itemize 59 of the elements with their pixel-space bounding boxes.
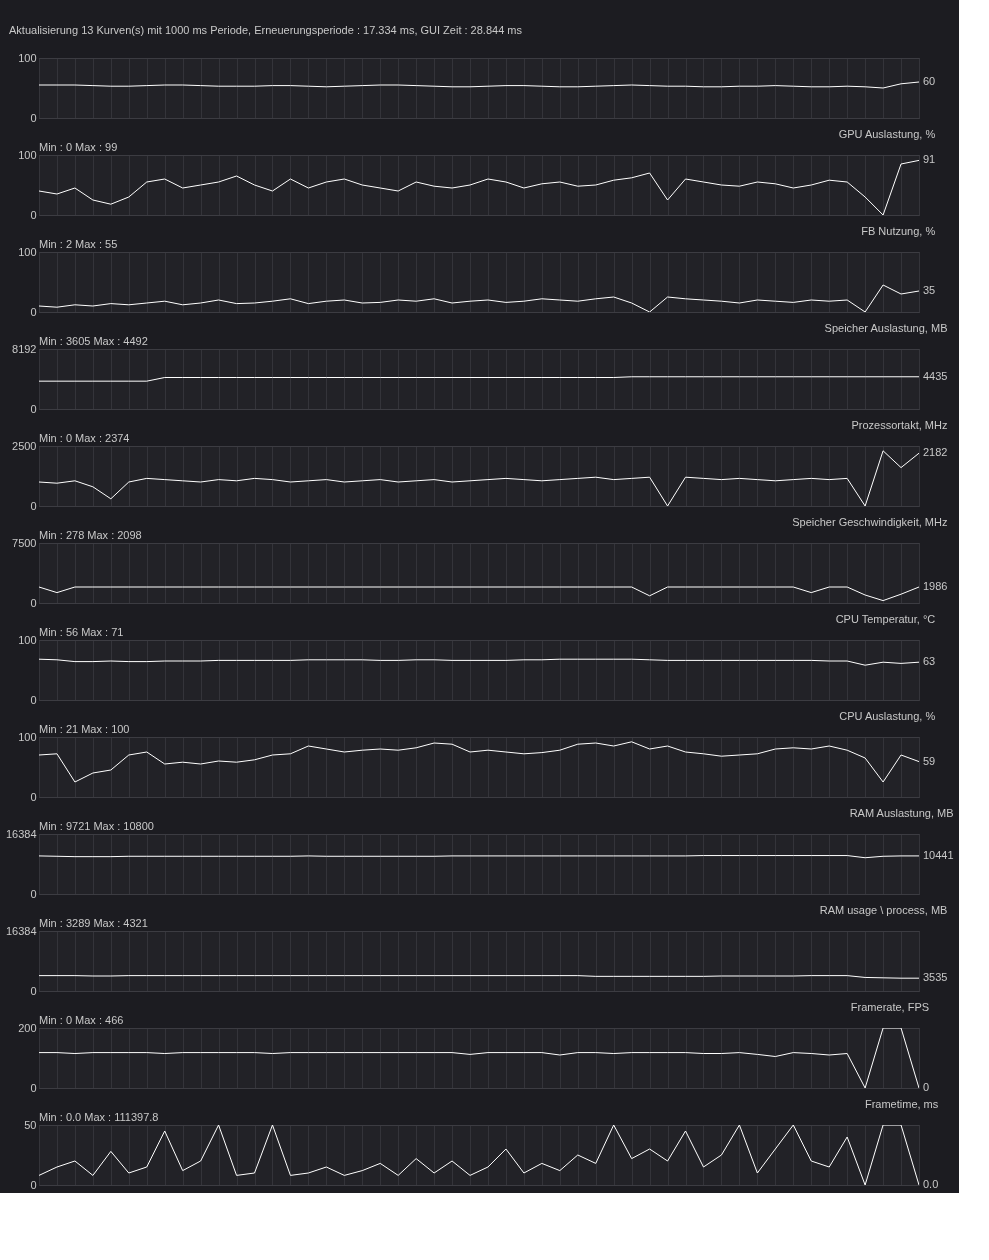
y-tick-label: 100 [18, 730, 37, 743]
text: 59 [923, 754, 936, 767]
y-tick-label: 0 [30, 1178, 37, 1191]
y-tick-label: 200 [18, 1021, 37, 1034]
chart-title: Frametime, ms [864, 1098, 939, 1110]
y-tick-label: 50 [24, 1118, 37, 1131]
y-tick-label: 7500 [12, 536, 37, 549]
y-tick-label: 0 [30, 111, 37, 124]
chart-title: Speicher Auslastung, MB [824, 322, 948, 334]
chart-title: RAM Auslastung, MB [849, 807, 954, 819]
text: 3535 [923, 971, 948, 984]
y-tick-label: 0 [30, 693, 37, 706]
y-tick-label: 16384 [5, 924, 37, 937]
y-tick-label: 0 [30, 596, 37, 609]
text: 0.0 [923, 1178, 939, 1190]
y-tick-label: 0 [30, 790, 37, 803]
y-tick-label: 100 [18, 633, 37, 646]
chart-title: CPU Auslastung, % [839, 710, 936, 722]
text: 2182 [923, 446, 948, 459]
y-tick-label: 8192 [12, 342, 37, 355]
y-tick-label: 0 [30, 402, 37, 415]
chart-subtitle: Min : 56 Max : 71 [39, 626, 124, 638]
y-tick-label: 0 [30, 208, 37, 221]
y-tick-label: 0 [30, 305, 37, 318]
chart-subtitle: Min : 278 Max : 2098 [39, 529, 142, 541]
y-tick-label: 0 [30, 887, 37, 900]
chart-title: RAM usage \ process, MB [819, 904, 948, 916]
chart-subtitle: Min : 3605 Max : 4492 [39, 335, 148, 347]
y-tick-label: 100 [18, 245, 37, 258]
text: 4435 [923, 369, 948, 382]
text: 10441 [923, 848, 954, 861]
y-tick-label: 100 [18, 148, 37, 161]
chart-title: CPU Temperatur, °C [835, 613, 936, 625]
text: 60 [923, 75, 936, 87]
chart-title: FB Nutzung, % [861, 225, 936, 237]
chart-title: Speicher Geschwindigkeit, MHz [792, 516, 948, 528]
text: 63 [923, 655, 936, 668]
chart-subtitle: Min : 2 Max : 55 [39, 238, 118, 250]
chart-subtitle: Min : 0 Max : 99 [39, 141, 118, 153]
y-tick-label: 0 [30, 1081, 37, 1094]
chart-title: Framerate, FPS [850, 1001, 930, 1013]
y-tick-label: 100 [18, 51, 37, 64]
text: 35 [923, 284, 936, 296]
chart-subtitle: Min : 9721 Max : 10800 [39, 820, 154, 832]
chart-title: Prozessortakt, MHz [851, 419, 948, 431]
y-tick-label: 0 [30, 984, 37, 997]
text: Aktualisierung 13 Kurven(s) mit 1000 ms Periode, Erneuerungsperiode : 17.334 ms, GUI Zeit : 28.844 ms [9, 24, 523, 36]
chart-subtitle: Min : 0 Max : 2374 [39, 432, 130, 444]
chart-subtitle: Min : 0 Max : 466 [39, 1014, 124, 1026]
chart-subtitle: Min : 3289 Max : 4321 [39, 917, 148, 929]
text: 1986 [923, 580, 948, 592]
y-tick-label: 16384 [5, 827, 37, 840]
text: 91 [923, 153, 936, 166]
chart-title: GPU Auslastung, % [838, 128, 936, 140]
chart-subtitle: Min : 0.0 Max : 111397.8 [39, 1111, 159, 1123]
y-tick-label: 2500 [12, 439, 37, 452]
chart-subtitle: Min : 21 Max : 100 [39, 723, 130, 735]
y-tick-label: 0 [30, 499, 37, 512]
text: 0 [923, 1081, 930, 1093]
